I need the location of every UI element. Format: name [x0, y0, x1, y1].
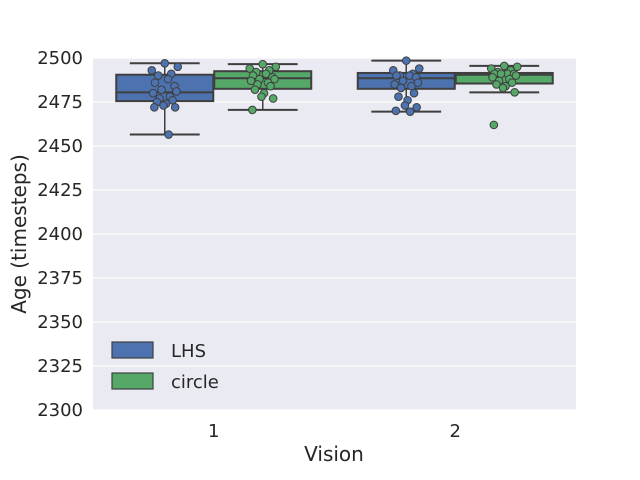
data-point	[512, 62, 522, 72]
data-point	[394, 92, 403, 102]
box-circle-1	[213, 59, 313, 115]
box-LHS-1	[115, 58, 215, 139]
data-point	[153, 71, 163, 80]
data-point	[170, 102, 180, 112]
x-tick-label-1: 2	[450, 421, 461, 442]
data-point	[246, 76, 256, 86]
data-point	[407, 81, 416, 91]
data-point	[150, 102, 159, 112]
data-point	[401, 56, 411, 65]
data-point	[398, 76, 408, 86]
y-tick-label-4: 2400	[37, 224, 83, 245]
y-tick-label-8: 2500	[37, 48, 83, 69]
box-circle-2	[454, 61, 554, 130]
legend-swatch-circle	[111, 372, 154, 390]
data-point	[160, 58, 170, 68]
data-point	[248, 105, 257, 115]
boxes	[115, 56, 554, 139]
data-point	[510, 88, 519, 97]
data-point	[261, 69, 271, 79]
data-point	[412, 102, 421, 112]
data-point	[172, 87, 181, 96]
data-point	[245, 64, 255, 73]
data-point	[499, 61, 509, 71]
data-point	[396, 83, 406, 93]
data-point	[271, 62, 281, 72]
legend-swatch-lhs	[111, 341, 154, 359]
data-point	[414, 64, 424, 73]
data-point	[391, 106, 401, 116]
data-point	[390, 80, 399, 89]
data-point	[507, 78, 517, 87]
x-axis-label: Vision	[304, 442, 364, 466]
y-tick-label-0: 2300	[37, 400, 83, 421]
legend-label-lhs: LHS	[171, 341, 206, 362]
x-tick-label-0: 1	[208, 421, 219, 442]
y-tick-label-1: 2325	[37, 356, 83, 377]
y-tick-label-5: 2425	[37, 180, 83, 201]
y-tick-label-2: 2350	[37, 312, 83, 333]
data-point	[498, 83, 508, 93]
data-point	[159, 101, 168, 110]
data-point	[147, 66, 157, 75]
data-point	[266, 81, 275, 91]
data-point	[489, 120, 499, 130]
data-point	[268, 94, 278, 103]
data-point	[511, 71, 521, 80]
data-point	[257, 92, 266, 102]
data-point	[164, 130, 173, 139]
data-point	[163, 74, 173, 84]
y-tick-label-6: 2450	[37, 136, 83, 157]
data-point	[392, 71, 401, 80]
data-point	[405, 107, 415, 116]
data-point	[150, 78, 160, 87]
data-point	[492, 80, 501, 89]
data-point	[270, 74, 279, 84]
legend: LHS circle	[111, 341, 219, 393]
data-point	[409, 88, 419, 98]
data-point	[250, 85, 260, 94]
data-point	[173, 62, 183, 72]
y-axis-ticks: 2300 2325 2350 2375 2400 2425 2450 2475 2500	[37, 48, 83, 421]
data-point	[400, 101, 410, 110]
data-point	[496, 69, 506, 79]
y-tick-label-3: 2375	[37, 268, 83, 289]
data-point	[488, 73, 497, 82]
box-LHS-2	[356, 56, 456, 116]
y-tick-label-7: 2475	[37, 92, 83, 113]
data-point	[413, 78, 423, 87]
y-axis-label: Age (timesteps)	[7, 154, 31, 314]
data-point	[148, 88, 158, 98]
data-point	[157, 85, 166, 94]
legend-label-circle: circle	[171, 372, 219, 393]
data-point	[258, 59, 268, 69]
